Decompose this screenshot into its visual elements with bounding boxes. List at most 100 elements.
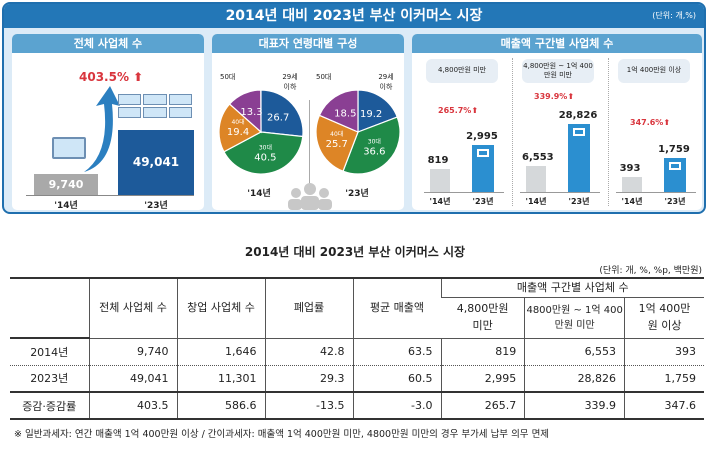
- pie-slice-40s: [218, 103, 263, 153]
- value-14: 6,553: [522, 152, 554, 163]
- label-under-29: 29세 이하: [378, 73, 394, 91]
- year-label: '14년: [247, 189, 271, 199]
- table-cell: 393: [624, 338, 704, 365]
- table-cell: 49,041: [88, 365, 177, 392]
- table-cell: 63.5: [352, 338, 441, 365]
- footnote: ※ 일반과세자: 연간 매출액 1억 400만원 이상 / 간이과세자: 매출액…: [14, 429, 550, 440]
- slice-category-label: 40대: [231, 118, 244, 126]
- value-14: 819: [427, 155, 449, 166]
- slice-category-label: 30대: [368, 137, 381, 145]
- table-cell: -13.5: [264, 392, 353, 419]
- table-cell: -3.0: [352, 392, 441, 419]
- up-arrow-icon: ⬆: [663, 118, 671, 127]
- infographic: 2014년 대비 2023년 부산 이커머스 시장 (단위: 개,%) 전체 사…: [2, 2, 706, 214]
- bar-14: [526, 166, 546, 192]
- col-range-2: 4800만원 ~ 1억 400만원 미만: [524, 297, 625, 339]
- growth-label: 403.5% ⬆: [79, 70, 143, 84]
- monitor-icon: [52, 137, 86, 159]
- bar-14: [622, 177, 642, 192]
- pie-slice-40s: [315, 114, 359, 173]
- pie-slice-50s: [228, 89, 262, 134]
- table-cell: 28,826: [524, 365, 625, 392]
- table-cell: 2023년: [30, 372, 69, 386]
- divider: [608, 58, 609, 206]
- col-range-3: 1억 400만원 이상: [624, 297, 704, 339]
- table-cell: 2,995: [440, 365, 525, 392]
- bar-14: [430, 169, 450, 192]
- table-cell: 1,646: [176, 338, 265, 365]
- pie-slice-under-29: [357, 89, 399, 133]
- slice-value-label: 26.7: [267, 113, 289, 124]
- baseline: [26, 195, 194, 196]
- up-arrow-icon: ⬆: [471, 106, 479, 115]
- table-cell: 347.6: [624, 392, 704, 419]
- infographic-title: 2014년 대비 2023년 부산 이커머스 시장: [4, 4, 704, 28]
- table-row: 2023년 49,041 11,301 29.3 60.5 2,995 28,826 1,75…: [10, 365, 704, 392]
- slice-value-label: 36.6: [363, 146, 385, 157]
- slice-value-label: 25.7: [326, 139, 348, 150]
- slice-category-label: 30대: [259, 144, 272, 152]
- bar-23: [568, 124, 590, 192]
- year-label: '23년: [144, 201, 168, 210]
- table-cell: 819: [440, 338, 525, 365]
- pie-slice-50s: [318, 89, 359, 133]
- table-cell: 6,553: [524, 338, 625, 365]
- slice-value-label: 18.5: [334, 109, 356, 120]
- year-label: '23년: [664, 197, 686, 206]
- table-cell: 339.9: [524, 392, 625, 419]
- monitor-icon: [573, 128, 585, 136]
- pie-slice-30s: [342, 116, 401, 175]
- label-50s: 50대: [220, 73, 236, 81]
- col-avg-revenue: 평균 매출액: [352, 278, 441, 339]
- slice-value-label: 13.3: [240, 107, 262, 118]
- people-icon: [288, 183, 332, 210]
- value-23: 1,759: [658, 144, 690, 155]
- bar-14: 9,740: [34, 174, 98, 195]
- table-cell: 증감·증감률: [22, 399, 77, 413]
- label-50s: 50대: [316, 73, 332, 81]
- panel-heading: 전체 사업체 수: [12, 34, 204, 53]
- growth-label: 265.7%⬆: [438, 106, 478, 115]
- table-cell: 29.3: [264, 365, 353, 392]
- year-label: '23년: [345, 189, 369, 199]
- table-cell: 42.8: [264, 338, 353, 365]
- value-23: 28,826: [558, 110, 598, 121]
- divider: [512, 58, 513, 206]
- growth-label: 347.6%⬆: [630, 118, 670, 127]
- year-label: '23년: [472, 197, 494, 206]
- age-composition-panel: 대표자 연령대별 구성 26.7 30대 40.5 40대 19.4 13.3 19.2 30…: [212, 34, 404, 210]
- panel-heading: 대표자 연령대별 구성: [212, 34, 404, 53]
- monitor-icon: [477, 149, 489, 157]
- table-cell: 586.6: [176, 392, 265, 419]
- slice-value-label: 40.5: [254, 153, 276, 164]
- table-unit: (단위: 개, %, %p, 백만원): [599, 266, 702, 276]
- year-label: '23년: [568, 197, 590, 206]
- unit-label: (단위: 개,%): [652, 11, 696, 20]
- slice-value-label: 19.4: [227, 127, 249, 138]
- bar-23: [472, 145, 494, 192]
- total-businesses-panel: 전체 사업체 수 403.5% ⬆ 9,740 49,041 '14년 '23년: [12, 34, 204, 210]
- table-cell: 11,301: [176, 365, 265, 392]
- header-row: 전체 사업체 수 창업 사업체 수 폐업률 평균 매출액 매출액 구간별 사업체…: [10, 278, 704, 339]
- year-label: '14년: [429, 197, 451, 206]
- pie-slice-under-29: [260, 89, 304, 138]
- table-cell: 60.5: [352, 365, 441, 392]
- revenue-bracket-label: 1억 400만원 이상: [618, 59, 690, 83]
- table-cell: 403.5: [88, 392, 177, 419]
- value-23: 2,995: [466, 131, 498, 142]
- growth-value: 403.5%: [79, 70, 129, 84]
- col-total: 전체 사업체 수: [88, 278, 177, 339]
- pie-slice-30s: [223, 131, 304, 175]
- slice-category-label: 40대: [330, 130, 343, 138]
- bar-23: [664, 158, 686, 192]
- data-table: 전체 사업체 수 창업 사업체 수 폐업률 평균 매출액 매출액 구간별 사업체…: [10, 277, 704, 420]
- growth-value: 265.7%: [438, 106, 472, 115]
- up-arrow-icon: ⬆: [567, 92, 575, 101]
- table-cell: 2014년: [30, 345, 69, 359]
- divider: [309, 100, 310, 186]
- col-group-revenue: 매출액 구간별 사업체 수: [440, 278, 704, 298]
- col-range-1: 4,800만원 미만: [441, 297, 525, 339]
- monitors-icon: [118, 94, 192, 118]
- col-startup: 창업 사업체 수: [176, 278, 265, 339]
